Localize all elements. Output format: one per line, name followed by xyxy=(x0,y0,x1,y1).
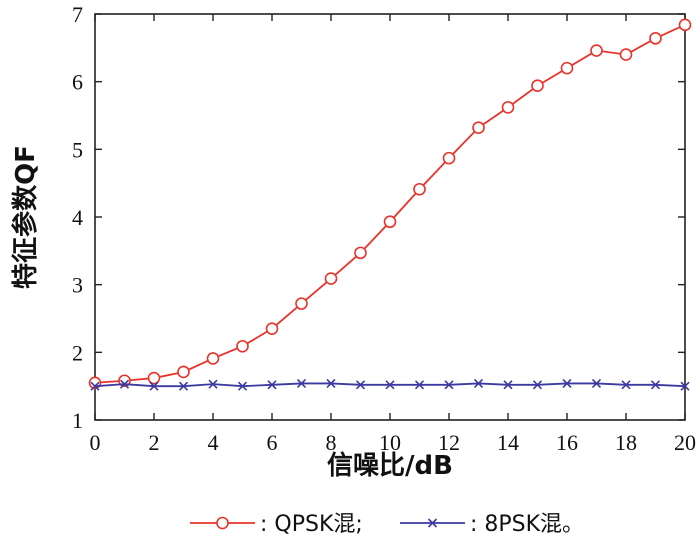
axis-ticks xyxy=(94,13,686,421)
data-point-8psk xyxy=(680,381,690,391)
data-point-qpsk xyxy=(619,48,633,61)
data-point-qpsk xyxy=(560,61,574,75)
data-point-8psk xyxy=(650,380,661,390)
data-point-qpsk xyxy=(590,44,603,57)
x-tick-label: 12 xyxy=(438,430,460,455)
data-point-8psk xyxy=(119,379,130,389)
data-point-8psk xyxy=(355,380,366,390)
legend-marker-8psk xyxy=(427,518,438,528)
data-point-8psk xyxy=(90,381,100,391)
legend: : QPSK混; : 8PSK混。 xyxy=(190,512,584,537)
data-point-qpsk xyxy=(649,32,662,45)
data-point-qpsk xyxy=(206,352,220,365)
x-tick-label: 2 xyxy=(149,430,160,455)
y-tick-label: 5 xyxy=(72,137,83,162)
legend-label-8psk: : 8PSK混。 xyxy=(470,512,584,537)
data-point-8psk xyxy=(444,380,454,390)
series-line-qpsk xyxy=(94,24,686,384)
data-point-qpsk xyxy=(295,297,308,310)
y-tick-label: 3 xyxy=(72,273,83,298)
data-point-8psk xyxy=(385,380,395,390)
x-tick-label: 18 xyxy=(615,430,637,455)
data-point-8psk xyxy=(208,379,218,389)
x-tick-labels: 0 2 4 6 8 10 12 14 16 18 20 xyxy=(90,430,697,455)
data-point-8psk xyxy=(621,380,631,390)
x-tick-label: 10 xyxy=(379,430,401,455)
y-tick-label: 4 xyxy=(72,205,83,230)
data-point-8psk xyxy=(326,378,336,389)
data-point-8psk xyxy=(503,380,513,390)
data-point-qpsk xyxy=(147,371,161,385)
data-point-qpsk xyxy=(265,322,279,335)
data-point-8psk xyxy=(532,380,543,390)
data-point-qpsk xyxy=(383,215,397,229)
data-point-qpsk xyxy=(472,121,485,134)
y-axis-title: 特征参数QF xyxy=(10,145,41,289)
y-tick-label: 2 xyxy=(72,340,83,365)
legend-label-qpsk: : QPSK混; xyxy=(260,512,363,537)
data-point-8psk xyxy=(414,380,425,390)
data-point-8psk xyxy=(296,378,307,389)
y-tick-labels: 1 2 3 4 5 6 7 xyxy=(72,2,83,433)
data-point-8psk xyxy=(178,381,189,391)
data-point-qpsk xyxy=(501,101,515,114)
x-tick-label: 16 xyxy=(556,430,578,455)
x-tick-label: 8 xyxy=(326,430,337,455)
data-point-8psk xyxy=(267,380,277,390)
series-layer xyxy=(88,18,692,391)
data-point-qpsk xyxy=(177,365,190,379)
legend-marker-qpsk xyxy=(216,516,229,530)
data-point-qpsk xyxy=(442,151,456,165)
data-point-qpsk xyxy=(324,272,338,285)
y-tick-label: 7 xyxy=(72,2,83,27)
data-point-qpsk xyxy=(354,246,367,260)
data-point-qpsk xyxy=(678,18,692,32)
x-tick-label: 14 xyxy=(497,430,519,455)
y-tick-label: 6 xyxy=(72,70,83,95)
x-tick-label: 6 xyxy=(267,430,278,455)
data-point-8psk xyxy=(562,378,572,389)
data-point-8psk xyxy=(237,381,248,391)
x-tick-label: 20 xyxy=(674,430,696,455)
y-tick-label: 1 xyxy=(72,408,83,433)
data-point-qpsk xyxy=(413,182,426,196)
data-point-8psk xyxy=(591,378,602,389)
data-point-8psk xyxy=(149,381,159,391)
x-tick-label: 4 xyxy=(208,430,219,455)
data-point-8psk xyxy=(473,378,484,389)
x-tick-label: 0 xyxy=(90,430,101,455)
data-point-qpsk xyxy=(236,339,249,353)
x-axis-title: 信噪比/dB xyxy=(327,451,453,481)
data-point-qpsk xyxy=(531,79,544,93)
